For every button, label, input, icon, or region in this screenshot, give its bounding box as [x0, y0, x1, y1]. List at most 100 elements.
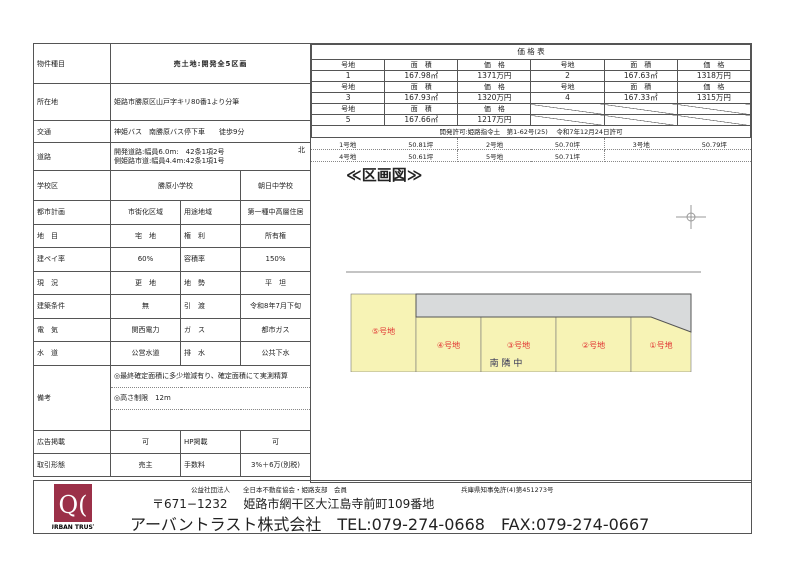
fax: FAX:079-274-0667	[500, 515, 650, 534]
lot-label: ②号地	[582, 340, 605, 350]
price-header: 面 積	[384, 81, 459, 93]
lot-number: 4	[530, 92, 605, 104]
svg-text:URBAN TRUST: URBAN TRUST	[52, 524, 94, 530]
price-header: 価 格	[676, 81, 752, 93]
handwritten-note: 南 隣 中	[490, 357, 523, 369]
row-value-2: 令和8年7月下旬	[240, 294, 311, 319]
empty-cell	[676, 114, 752, 126]
school-label: 学校区	[33, 170, 111, 201]
transport-label: 交通	[33, 120, 111, 143]
row-label-2: HP掲載	[180, 429, 241, 454]
price-table: 価 格 表 号地面 積価 格号地面 積価 格 1 167.98㎡ 1371万円 2 167…	[310, 44, 752, 138]
lot-label: ⑤号地	[372, 326, 395, 336]
footer: Q(URBAN TRUST 公益社団法人 全日本不動産協会・姫路支部 会員 兵庫…	[33, 480, 752, 534]
tsubo-lot: 3号地	[604, 138, 678, 150]
lot-area: 167.33㎡	[603, 92, 678, 104]
road-dev: 開発道路:幅員6.0m: 42条1項2号	[114, 147, 225, 156]
row-value: 可	[110, 429, 181, 454]
transport-value: 神姫バス 南勝原バス停下車 徒歩9分	[110, 120, 311, 143]
price-header: 号地	[310, 81, 386, 93]
lot-number: 2	[530, 70, 605, 82]
lot-price: 1371万円	[457, 70, 532, 82]
location-value: 姫路市勝原区山戸字キリ80番1より分筆	[110, 83, 311, 121]
row-value: 市街化区域	[110, 200, 181, 225]
lot-price: 1315万円	[676, 92, 752, 104]
row-label: 取引形態	[33, 452, 111, 477]
association: 公益社団法人 全日本不動産協会・姫路支部 会員	[191, 486, 347, 494]
tsubo-lot: 4号地	[311, 149, 385, 162]
compass-icon	[676, 205, 706, 229]
row-label: 建築条件	[33, 294, 111, 319]
lot-label: ③号地	[507, 340, 530, 350]
company-logo: Q(URBAN TRUST	[52, 484, 94, 530]
empty-cell	[676, 103, 752, 115]
dev-permit: 開発許可:姫路指令土 第1-62号(25) 令和7年12月24日許可	[311, 125, 751, 138]
remark-3	[110, 409, 311, 431]
row-value: 60%	[110, 247, 181, 272]
price-header: 価 格	[457, 81, 532, 93]
tsubo-value: 50.81坪	[384, 138, 459, 150]
row-label: 建ペイ率	[33, 247, 111, 272]
info-row: 水 道公営水道排 水公共下水	[33, 341, 311, 366]
license: 兵庫県知事免許(4)第451273号	[461, 486, 554, 494]
tel: TEL:079-274-0668	[337, 515, 485, 534]
tsubo-value: 50.61坪	[384, 149, 459, 162]
price-table-title: 価 格 表	[311, 44, 751, 60]
row-label-2: ガ ス	[180, 317, 241, 342]
road-label: 道路	[33, 142, 111, 171]
info-row: 建ペイ率 60% 容積率 150%	[33, 247, 311, 272]
price-header: 面 積	[384, 103, 459, 115]
location-label: 所在地	[33, 83, 111, 121]
price-header: 価 格	[457, 59, 532, 71]
empty-cell	[530, 114, 605, 126]
price-header: 面 積	[603, 81, 678, 93]
row-value: 売主	[110, 452, 181, 477]
remark-1: ◎最終確定面積に多少増減有り、確定面積にて実測精算	[110, 364, 311, 388]
row-value-2: 所有権	[240, 223, 311, 248]
tsubo-value: 50.79坪	[677, 138, 751, 150]
row-value-2: 150%	[240, 247, 311, 272]
page-title: 売土地:開発全5区画	[110, 43, 311, 84]
row-label-2: 用途地域	[180, 200, 241, 225]
lot-area: 167.63㎡	[603, 70, 678, 82]
row-label-2: 容積率	[180, 247, 241, 272]
plot-map: ≪区画図≫ ⑤号地 ④号地 ③号地 ②号地 ①号地南 隣 中	[311, 162, 751, 482]
address: 〒671−1232 姫路市網干区大江島寺前町109番地	[152, 497, 435, 511]
row-label-2: 権 利	[180, 223, 241, 248]
dev-road	[415, 293, 692, 333]
row-value: 公営水道	[110, 341, 181, 366]
row-label: 水 道	[33, 341, 111, 366]
property-info-table: 物件種目 売土地:開発全5区画 所在地 姫路市勝原区山戸字キリ80番1より分筆 交通…	[33, 43, 311, 477]
info-row: 広告掲載可 HP掲載可	[33, 429, 311, 454]
lot-number: 1	[310, 70, 386, 82]
row-value-2: 第一種中高層住居	[240, 200, 311, 225]
lot-area: 167.66㎡	[384, 114, 459, 126]
remarks-label: 備考	[33, 364, 111, 431]
row-label: 都市計画	[33, 200, 111, 225]
row-label: 地 目	[33, 223, 111, 248]
price-header: 号地	[530, 81, 605, 93]
lot-parcel	[555, 316, 632, 372]
price-header: 号地	[310, 103, 386, 115]
remark-2: ◎高さ制限 12m	[110, 387, 311, 410]
lot-label: ①号地	[649, 340, 672, 350]
lot-label: ④号地	[437, 340, 460, 350]
road-value: 開発道路:幅員6.0m: 42条1項2号 側姫路市道:幅員4.4m:42条1項1号…	[110, 142, 311, 171]
tsubo-lot: 5号地	[457, 149, 531, 162]
contact-line: アーバントラスト株式会社 TEL:079-274-0668 FAX:079-27…	[130, 511, 649, 535]
lot-parcel	[350, 293, 417, 372]
row-value: 関西電力	[110, 317, 181, 342]
price-header: 号地	[310, 59, 386, 71]
empty-cell	[530, 103, 605, 115]
row-value-2: 都市ガス	[240, 317, 311, 342]
price-header: 価 格	[457, 103, 532, 115]
info-row: 取引形態 売主 手数料 3%＋6万(別税)	[33, 452, 311, 477]
lot-number: 5	[310, 114, 386, 126]
junior-high-school: 朝日中学校	[240, 170, 311, 201]
lot-number: 3	[310, 92, 386, 104]
row-value-2: 平 坦	[240, 270, 311, 295]
row-label-2: 手数料	[180, 452, 241, 477]
tsubo-value: 50.71坪	[530, 149, 605, 162]
